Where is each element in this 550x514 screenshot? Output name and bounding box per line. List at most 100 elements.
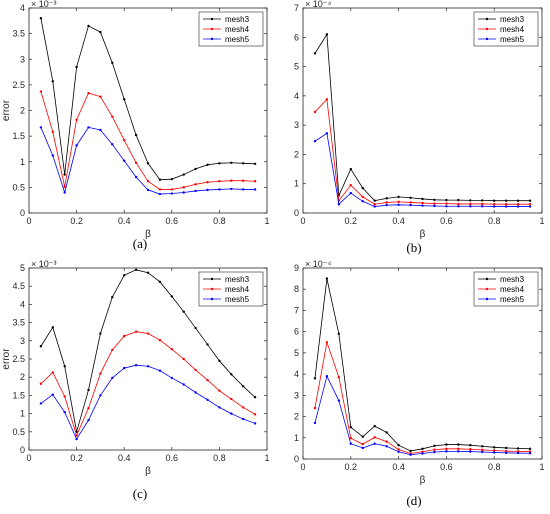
legend-marker-mesh5 [485,37,489,41]
data-point-mesh5 [409,203,412,207]
data-point-mesh5 [182,191,185,194]
data-point-mesh3 [349,425,352,429]
x-tick-label: 1 [539,216,544,226]
data-point-mesh5 [230,187,233,191]
data-point-mesh3 [123,274,126,277]
data-point-mesh3 [445,198,448,202]
data-point-mesh4 [433,202,436,205]
data-point-mesh3 [433,444,436,448]
data-point-mesh4 [385,440,388,443]
data-point-mesh3 [146,271,150,274]
legend-marker-mesh3 [485,277,489,281]
data-point-mesh5 [111,376,114,380]
chart-panel-a: 0 0.2 0.4 0.6 0.8 1 0 0.5 1 1.5 2 2.5 3 3.5 4 × 10⁻³ β er… [1,0,270,251]
legend-label-mesh4: mesh4 [225,25,250,34]
y-tick-label: 5 [20,263,25,273]
chart-panel-c: 0 0.2 0.4 0.6 0.8 1 0 0.5 1 1.5 2 2.5 3 3.5 4 4.5 5 × 10⁻… [1,259,270,501]
data-point-mesh5 [182,383,185,386]
data-point-mesh4 [325,98,329,101]
data-point-mesh4 [469,448,472,451]
data-point-mesh4 [111,115,114,118]
data-point-mesh4 [457,447,460,451]
x-tick-label: 1 [264,453,269,463]
data-point-mesh4 [457,202,460,206]
data-point-mesh3 [218,162,221,165]
x-tick-label: 1 [539,462,544,472]
data-point-mesh4 [194,183,197,186]
legend-label-mesh5: mesh5 [500,295,525,304]
data-point-mesh3 [158,280,162,284]
data-point-mesh4 [493,203,496,206]
data-point-mesh3 [385,197,388,200]
y-tick-label: 4 [20,3,25,13]
legend-label-mesh5: mesh5 [225,295,250,304]
x-tick-label: 0.8 [213,216,226,226]
data-point-mesh4 [373,203,376,206]
y-tick-label: 0.5 [12,182,25,192]
data-point-mesh5 [123,159,126,162]
x-axis-label: β [420,229,426,240]
y-tick-label: 2 [294,149,299,159]
data-point-mesh5 [194,189,197,193]
data-point-mesh3 [39,17,43,20]
data-point-mesh5 [528,452,532,455]
data-point-mesh3 [111,61,114,65]
data-point-mesh3 [445,443,448,446]
data-point-mesh3 [421,197,424,201]
y-tick-label: 0 [20,445,25,455]
data-point-mesh4 [63,185,66,189]
data-point-mesh4 [99,95,102,98]
data-point-mesh5 [349,442,352,445]
y-tick-label: 3 [294,390,299,400]
data-point-mesh3 [457,443,460,446]
data-point-mesh3 [421,447,424,451]
data-point-mesh5 [99,128,102,132]
data-point-mesh5 [433,450,436,454]
data-point-mesh4 [409,201,412,204]
legend-marker-mesh4 [485,27,489,31]
data-point-mesh4 [146,332,150,335]
data-point-mesh5 [253,188,257,191]
data-point-mesh3 [111,295,114,299]
legend-label-mesh3: mesh3 [225,15,250,24]
data-point-mesh3 [63,365,66,368]
data-point-mesh4 [182,186,185,189]
data-point-mesh3 [481,445,484,448]
y-tick-label: 2.5 [12,80,25,90]
y-tick-label: 2 [20,106,25,116]
y-tick-label: 0 [20,208,25,218]
panel-caption: (a) [133,236,147,251]
data-point-mesh3 [481,199,484,202]
legend-marker-mesh3 [485,17,489,21]
data-point-mesh4 [123,139,126,142]
data-point-mesh5 [445,450,448,453]
y-tick-label: 4 [20,299,25,309]
data-point-mesh4 [206,181,209,184]
y-tick-label: 2.5 [12,354,25,364]
data-point-mesh5 [158,369,162,372]
data-point-mesh3 [99,30,102,34]
y-axis-exponent: × 10⁻³ [31,0,57,9]
y-axis-label: error [1,99,12,121]
legend-marker-mesh4 [210,287,214,291]
y-tick-label: 6 [294,32,299,42]
data-point-mesh4 [75,434,78,437]
data-point-mesh5 [481,450,484,454]
data-point-mesh5 [385,445,388,448]
data-point-mesh3 [313,52,317,55]
y-tick-label: 0.5 [12,427,25,437]
x-tick-label: 0 [26,216,31,226]
data-point-mesh3 [206,343,209,346]
data-point-mesh3 [469,444,472,447]
data-point-mesh4 [206,378,209,382]
data-point-mesh4 [397,200,400,204]
y-tick-label: 9 [294,263,299,273]
legend-label-mesh4: mesh4 [500,285,525,294]
legend-marker-mesh3 [210,277,214,281]
x-tick-label: 0.8 [488,216,501,226]
y-tick-label: 6 [294,327,299,337]
data-point-mesh5 [242,188,245,191]
y-tick-label: 1 [20,409,25,419]
